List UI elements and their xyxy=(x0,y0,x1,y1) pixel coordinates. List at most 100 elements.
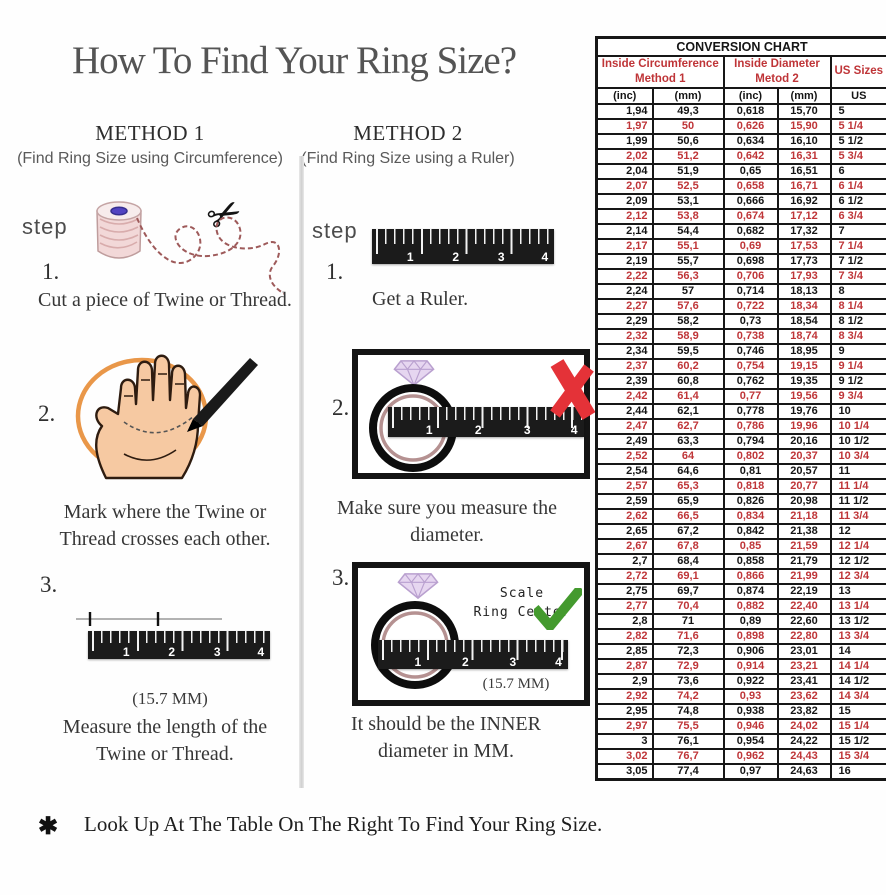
table-cell: 2,62 xyxy=(595,507,654,525)
table-cell: 0,73 xyxy=(722,312,779,330)
table-cell: 2,24 xyxy=(595,282,654,300)
table-cell: 24,63 xyxy=(776,762,832,780)
table-cell: 14 3/4 xyxy=(829,687,886,705)
table-cell: 60,2 xyxy=(651,357,725,375)
table-cell: 72,3 xyxy=(651,642,725,660)
table-cell: 22,80 xyxy=(776,627,832,645)
table-cell: 49,3 xyxy=(651,102,725,120)
table-cell: 9 3/4 xyxy=(829,387,886,405)
table-cell: 0,81 xyxy=(722,462,779,480)
table-cell: 9 xyxy=(829,342,886,360)
table-cell: 15 1/4 xyxy=(829,717,886,735)
table-cell: 0,674 xyxy=(722,207,779,225)
unit-header: (mm) xyxy=(776,86,832,105)
ruler-number: 1 xyxy=(425,423,433,437)
table-cell: 0,634 xyxy=(722,132,779,150)
table-cell: 9 1/4 xyxy=(829,357,886,375)
table-cell: 74,2 xyxy=(651,687,725,705)
table-cell: 21,59 xyxy=(776,537,832,555)
table-cell: 52,5 xyxy=(651,177,725,195)
footer-note: Look Up At The Table On The Right To Fin… xyxy=(84,812,603,836)
table-cell: 68,4 xyxy=(651,552,725,570)
table-cell: 0,77 xyxy=(722,387,779,405)
diamond-icon xyxy=(393,359,435,387)
method1-step3-caption: Measure the length of the Twine or Threa… xyxy=(62,716,268,765)
table-cell: 58,9 xyxy=(651,327,725,345)
table-cell: 0,65 xyxy=(722,162,779,180)
table-cell: 2,47 xyxy=(595,417,654,435)
table-row: 2,19 55,7 0,698 17,73 7 1/2 xyxy=(595,252,886,270)
table-cell: 2,57 xyxy=(595,477,654,495)
conversion-chart: CONVERSION CHART Inside Circumference Met… xyxy=(595,36,886,781)
table-cell: 21,99 xyxy=(776,567,832,585)
table-row: 2,04 51,9 0,65 16,51 6 xyxy=(595,162,886,180)
table-row: 2,24 57 0,714 18,13 8 xyxy=(595,282,886,300)
table-row: 2,82 71,6 0,898 22,80 13 3/4 xyxy=(595,627,886,645)
table-cell: 0,946 xyxy=(722,717,779,735)
table-cell: 2,52 xyxy=(595,447,654,465)
table-cell: 0,682 xyxy=(722,222,779,240)
table-cell: 20,77 xyxy=(776,477,832,495)
table-cell: 73,6 xyxy=(651,672,725,690)
method1-subheading: (Find Ring Size using Circumference) xyxy=(17,150,283,167)
table-cell: 70,4 xyxy=(651,597,725,615)
table-cell: 19,56 xyxy=(776,387,832,405)
table-row: 2,39 60,8 0,762 19,35 9 1/2 xyxy=(595,372,886,390)
table-cell: 8 xyxy=(829,282,886,300)
method1-step3-note: (15.7 MM) xyxy=(132,689,208,708)
table-cell: 15,70 xyxy=(776,102,832,120)
table-cell: 0,794 xyxy=(722,432,779,450)
table-cell: 0,882 xyxy=(722,597,779,615)
table-cell: 2,65 xyxy=(595,522,654,540)
ruler-number: 3 xyxy=(497,250,505,264)
table-cell: 69,7 xyxy=(651,582,725,600)
table-cell: 18,74 xyxy=(776,327,832,345)
table-cell: 5 1/2 xyxy=(829,132,886,150)
table-cell: 2,22 xyxy=(595,267,654,285)
table-cell: 2,7 xyxy=(595,552,654,570)
table-cell: 7 1/4 xyxy=(829,237,886,255)
ruler-number: 4 xyxy=(570,423,578,437)
table-cell: 0,842 xyxy=(722,522,779,540)
table-cell: 6 1/2 xyxy=(829,192,886,210)
measured-thread-icon xyxy=(76,612,222,626)
table-cell: 23,01 xyxy=(776,642,832,660)
method2-step-label: step xyxy=(312,218,358,243)
table-cell: 23,62 xyxy=(776,687,832,705)
table-cell: 2,87 xyxy=(595,657,654,675)
method1-step1-number: 1. xyxy=(42,259,60,284)
table-cell: 13 1/4 xyxy=(829,597,886,615)
ruler-number: 2 xyxy=(462,655,469,669)
table-cell: 20,37 xyxy=(776,447,832,465)
table-cell: 0,786 xyxy=(722,417,779,435)
asterisk-icon: ✱ xyxy=(38,813,59,840)
method1-step2-number: 2. xyxy=(38,401,56,426)
table-row: 2,85 72,3 0,906 23,01 14 xyxy=(595,642,886,660)
unit-header: (mm) xyxy=(651,86,725,105)
table-cell: 0,858 xyxy=(722,552,779,570)
table-row: 2,22 56,3 0,706 17,93 7 3/4 xyxy=(595,267,886,285)
method1-heading: METHOD 1 xyxy=(95,121,205,145)
table-cell: 10 1/4 xyxy=(829,417,886,435)
table-cell: 0,85 xyxy=(722,537,779,555)
table-cell: 14 1/2 xyxy=(829,672,886,690)
table-row: 3,05 77,4 0,97 24,63 16 xyxy=(595,762,886,780)
table-cell: 2,04 xyxy=(595,162,654,180)
method2-heading: METHOD 2 xyxy=(353,121,463,145)
table-cell: 62,7 xyxy=(651,417,725,435)
table-cell: 19,76 xyxy=(776,402,832,420)
ruler-number: 3 xyxy=(523,423,531,437)
table-cell: 66,5 xyxy=(651,507,725,525)
table-row: 2,72 69,1 0,866 21,99 12 3/4 xyxy=(595,567,886,585)
table-cell: 2,67 xyxy=(595,537,654,555)
red-x-icon xyxy=(550,359,595,420)
table-cell: 59,5 xyxy=(651,342,725,360)
table-row: 2,34 59,5 0,746 18,95 9 xyxy=(595,342,886,360)
table-cell: 0,97 xyxy=(722,762,779,780)
scale-label-line1: Scale xyxy=(499,586,545,601)
table-cell: 2,44 xyxy=(595,402,654,420)
ruler-image: 1 2 3 4 xyxy=(388,407,584,437)
table-row: 2,7 68,4 0,858 21,79 12 1/2 xyxy=(595,552,886,570)
unit-header-row: (inc) (mm) (inc) (mm) US xyxy=(595,86,886,105)
